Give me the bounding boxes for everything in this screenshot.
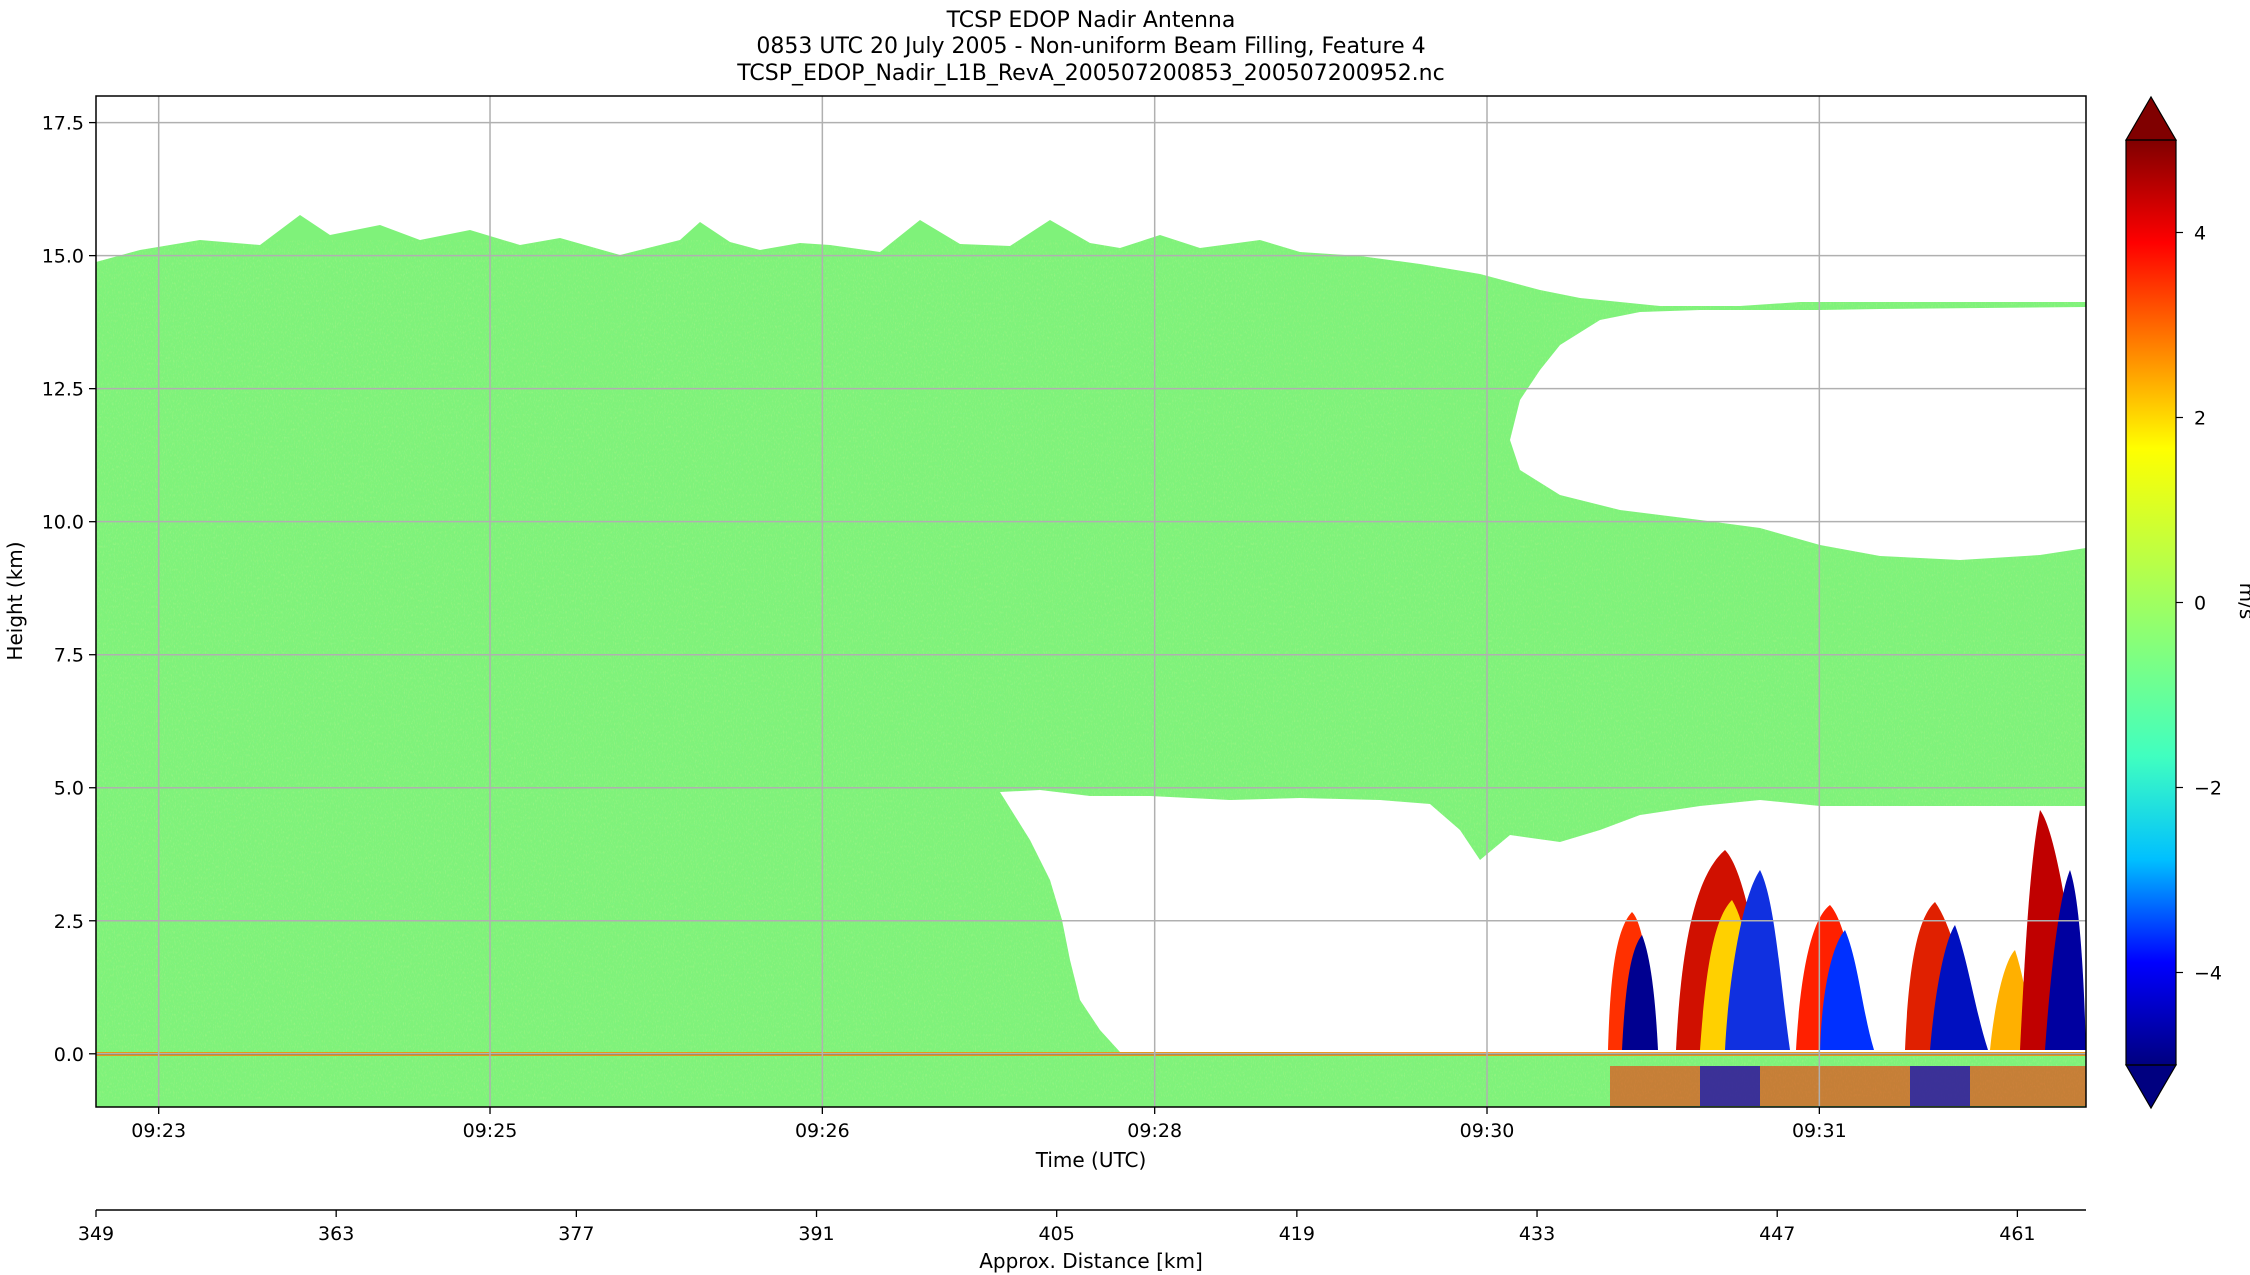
- y-tick-label: 12.5: [42, 379, 84, 401]
- x-tick-label: 09:26: [795, 1120, 850, 1142]
- x-tick-label: 09:31: [1792, 1120, 1847, 1142]
- colorbar-tick-label: −4: [2194, 963, 2222, 985]
- grid: [96, 96, 2086, 1107]
- distance-axis-label: Approx. Distance [km]: [979, 1249, 1203, 1273]
- convective-cell: [1930, 925, 1988, 1050]
- colorbar-tick-label: 0: [2194, 593, 2206, 615]
- convective-cell: [2045, 870, 2086, 1050]
- convective-cell: [1725, 870, 1790, 1050]
- plot-area: [96, 96, 2086, 1107]
- x-axis-label: Time (UTC): [1035, 1148, 1147, 1172]
- x-tick-label: 09:23: [131, 1120, 186, 1142]
- distance-tick-label: 363: [318, 1223, 354, 1245]
- x-axis: 09:23 09:25 09:26 09:28 09:30 09:31: [131, 1107, 1847, 1142]
- distance-tick-label: 377: [558, 1223, 594, 1245]
- colorbar-tick-label: 4: [2194, 223, 2206, 245]
- colorbar-label: m/s: [2235, 583, 2250, 620]
- distance-tick-label: 461: [1999, 1223, 2035, 1245]
- plot-frame: [95, 95, 2087, 1108]
- convective-cells: [1608, 810, 2086, 1106]
- title-line-1: TCSP EDOP Nadir Antenna: [946, 8, 1236, 33]
- distance-tick-label: 405: [1039, 1223, 1075, 1245]
- colorbar-tick-label: 2: [2194, 408, 2206, 430]
- surface-echo-band: [1610, 1066, 2086, 1106]
- x-tick-label: 09:25: [463, 1120, 518, 1142]
- distance-tick-label: 433: [1519, 1223, 1555, 1245]
- distance-tick-label: 447: [1759, 1223, 1795, 1245]
- y-tick-label: 7.5: [54, 645, 84, 667]
- x-tick-label: 09:28: [1127, 1120, 1182, 1142]
- y-axis-label: Height (km): [3, 541, 27, 660]
- colorbar-tick-label: −2: [2194, 778, 2222, 800]
- colorbar-extend-min: [2124, 1064, 2178, 1110]
- convective-cell: [1622, 935, 1658, 1050]
- y-tick-label: 0.0: [54, 1044, 84, 1066]
- convective-cell: [1820, 930, 1874, 1050]
- surface-echo-band: [1700, 1066, 1760, 1106]
- y-tick-label: 2.5: [54, 911, 84, 933]
- y-tick-label: 5.0: [54, 778, 84, 800]
- colorbar-extend-max: [2124, 95, 2178, 141]
- surface-echo-band: [1910, 1066, 1970, 1106]
- distance-axis: 349 363 377 391 405 419 433 447 461: [78, 1210, 2036, 1245]
- distance-tick-label: 419: [1279, 1223, 1315, 1245]
- distance-tick-label: 349: [78, 1223, 114, 1245]
- distance-tick-label: 391: [798, 1223, 834, 1245]
- y-axis: 0.0 2.5 5.0 7.5 10.0 12.5 15.0 17.5: [42, 113, 96, 1066]
- y-tick-label: 17.5: [42, 113, 84, 135]
- colorbar: 4 2 0 −2 −4: [2124, 95, 2222, 1110]
- title-line-2: 0853 UTC 20 July 2005 - Non-uniform Beam…: [756, 34, 1425, 59]
- title-line-3: TCSP_EDOP_Nadir_L1B_RevA_200507200853_20…: [736, 61, 1444, 86]
- y-tick-label: 10.0: [42, 512, 84, 534]
- x-tick-label: 09:30: [1460, 1120, 1515, 1142]
- colorbar-body: [2126, 140, 2176, 1065]
- y-tick-label: 15.0: [42, 246, 84, 268]
